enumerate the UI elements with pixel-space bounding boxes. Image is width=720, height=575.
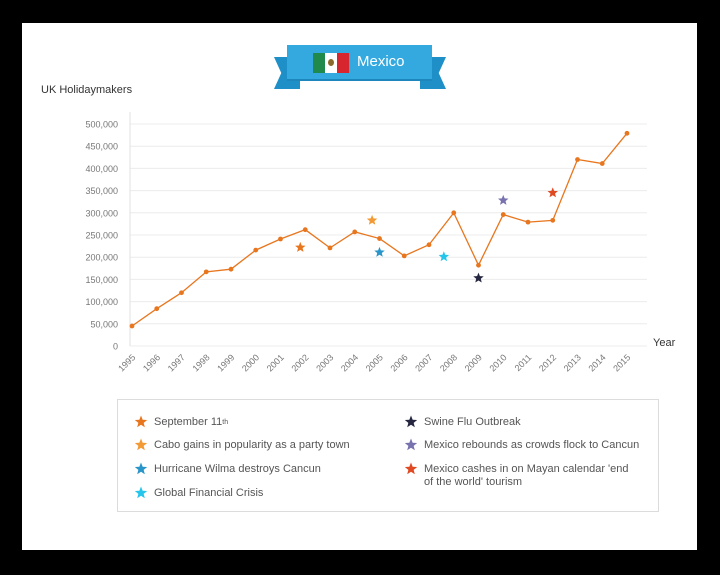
- legend-star-marker: [134, 462, 148, 475]
- event-star-marker: [374, 246, 385, 257]
- title-banner: Mexico: [287, 45, 432, 79]
- star-icon: [404, 415, 418, 428]
- y-axis-label: UK Holidaymakers: [41, 84, 133, 96]
- y-tick-label: 200,000: [85, 253, 118, 263]
- y-tick-label: 500,000: [85, 120, 118, 130]
- data-point: [525, 219, 531, 225]
- y-tick-label: 250,000: [85, 231, 118, 241]
- legend-star-marker: [404, 462, 418, 475]
- x-tick-label: 2005: [364, 352, 385, 373]
- x-tick-label: 2010: [487, 352, 508, 373]
- y-tick-label: 0: [113, 342, 118, 352]
- star-icon: [134, 486, 148, 499]
- event-star-marker: [366, 214, 378, 225]
- event-star-marker: [473, 272, 484, 283]
- data-point: [575, 157, 580, 162]
- y-tick-label: 50,000: [90, 319, 118, 329]
- data-point: [179, 290, 184, 296]
- star-icon: [134, 438, 148, 451]
- x-tick-label: 1995: [116, 352, 137, 373]
- x-tick-label: 2012: [537, 352, 558, 373]
- x-tick-label: 2008: [438, 352, 459, 373]
- x-tick-label: 1999: [215, 352, 236, 373]
- y-tick-label: 300,000: [85, 208, 118, 218]
- data-point: [302, 227, 308, 233]
- data-point: [377, 236, 382, 241]
- y-tick-label: 400,000: [85, 164, 118, 174]
- legend-label: Swine Flu Outbreak: [424, 416, 521, 428]
- event-star-marker: [547, 187, 558, 198]
- x-tick-label: 2002: [289, 352, 310, 373]
- data-point: [253, 247, 259, 253]
- legend-label: September 11: [154, 416, 223, 428]
- star-icon: [134, 462, 148, 475]
- legend-label: Hurricane Wilma destroys Cancun: [154, 463, 321, 475]
- legend-star-marker: [404, 438, 418, 451]
- chart-title: Mexico: [357, 53, 405, 70]
- y-tick-label: 150,000: [85, 275, 118, 285]
- y-tick-label: 450,000: [85, 142, 118, 152]
- data-point: [203, 269, 209, 275]
- x-tick-label: 2007: [413, 352, 434, 373]
- mexico-flag-icon: [313, 53, 349, 73]
- series-line: [131, 132, 628, 327]
- chart-card: Mexico UK Holidaymakers Year 0 50,000 100,…: [22, 23, 697, 550]
- data-point: [550, 217, 556, 223]
- star-icon: [134, 415, 148, 428]
- x-tick-label: 2001: [265, 352, 286, 373]
- data-point: [426, 242, 432, 248]
- x-tick-label: 2014: [586, 352, 607, 373]
- x-tick-label: 2000: [240, 352, 261, 373]
- data-point: [401, 253, 407, 259]
- x-tick-label: 2015: [611, 352, 632, 373]
- data-point: [624, 130, 630, 136]
- legend-label: Cabo gains in popularity as a party town: [154, 439, 350, 451]
- data-point: [154, 306, 160, 312]
- x-tick-label: 2006: [388, 352, 409, 373]
- data-point: [228, 266, 234, 272]
- x-tick-label: 1997: [166, 352, 187, 373]
- star-icon: [404, 462, 418, 475]
- legend-star-marker: [404, 415, 418, 428]
- legend-label-sup: th: [222, 419, 229, 426]
- x-tick-label: 2009: [463, 352, 484, 373]
- chart-legend: September 11th Cabo gains in popularity …: [117, 399, 659, 512]
- data-point: [500, 212, 506, 217]
- x-tick-label: 2013: [562, 352, 583, 373]
- legend-label: Mexico rebounds as crowds flock to Cancu…: [424, 439, 640, 451]
- legend-star-marker: [134, 415, 148, 428]
- event-star-marker: [295, 241, 306, 252]
- legend-star-marker: [134, 486, 148, 499]
- star-icon: [404, 438, 418, 451]
- data-point: [327, 245, 333, 251]
- line-chart: 0 50,000 100,000 150,000 200,000 250,000 300,0…: [85, 112, 647, 374]
- event-star-marker: [438, 251, 450, 262]
- x-tick-label: 2003: [314, 352, 335, 373]
- data-point: [278, 236, 283, 242]
- y-tick-label: 350,000: [85, 186, 118, 196]
- legend-label: Global Financial Crisis: [154, 487, 264, 499]
- legend-label: Mexico cashes in on Mayan calendar 'end …: [424, 463, 629, 488]
- data-point: [476, 262, 481, 268]
- data-point: [451, 210, 457, 216]
- x-axis-label: Year: [653, 337, 676, 349]
- x-tick-label: 2011: [513, 352, 534, 373]
- legend-star-marker: [134, 438, 148, 451]
- x-tick-label: 2004: [339, 352, 360, 373]
- event-star-marker: [498, 194, 509, 205]
- data-point: [599, 161, 605, 166]
- x-tick-label: 1998: [190, 352, 211, 373]
- x-tick-label: 1996: [141, 352, 162, 373]
- y-tick-label: 100,000: [85, 297, 118, 307]
- data-point: [352, 229, 358, 235]
- data-point: [129, 323, 135, 329]
